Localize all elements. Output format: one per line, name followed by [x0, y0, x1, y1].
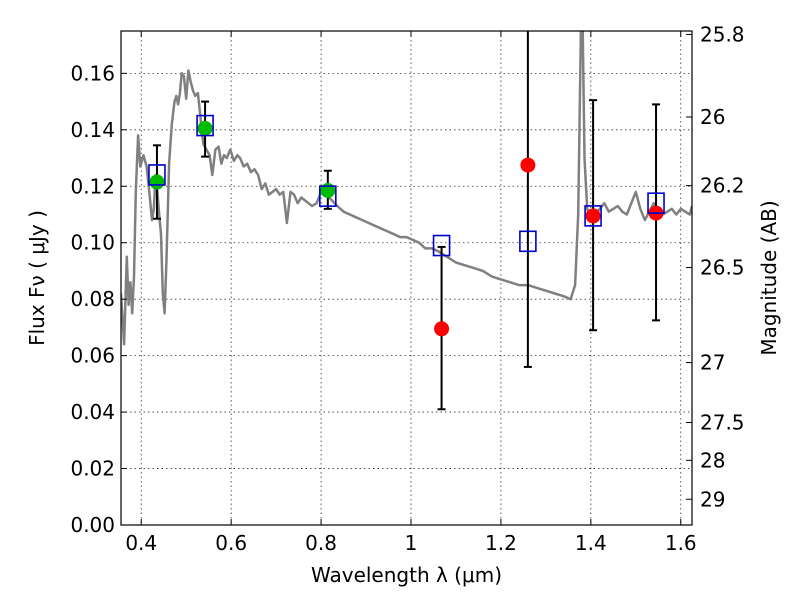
y-tick-label: 0.14: [70, 118, 115, 142]
photometry-point: [585, 208, 601, 224]
x-tick-label: 0.6: [215, 531, 247, 555]
y-tick-label: 0.12: [70, 174, 115, 198]
y-axis-label: Flux Fν ( μJy ): [25, 210, 49, 346]
mag-tick-label: 26.5: [700, 256, 745, 280]
x-axis-label: Wavelength λ (μm): [311, 563, 502, 587]
mag-tick-label: 26: [700, 105, 725, 129]
photometry-point: [520, 157, 536, 173]
grid-layer: [121, 31, 692, 525]
x-tick-label: 0.4: [125, 531, 157, 555]
mag-tick-label: 27: [700, 351, 725, 375]
y2-axis-label: Magnitude (AB): [757, 200, 781, 355]
points-layer: [149, 120, 664, 337]
mag-tick-label: 26.2: [700, 174, 745, 198]
model-flux-box: [196, 114, 214, 137]
y-tick-label: 0.16: [70, 61, 115, 85]
y-tick-label: 0.00: [70, 513, 115, 537]
y-tick-label: 0.02: [70, 457, 115, 481]
mag-tick-label: 25.8: [700, 22, 745, 46]
x-tick-label: 1: [405, 531, 418, 555]
mag-tick-label: 28: [700, 448, 725, 472]
photometry-point: [149, 174, 165, 190]
photometry-point: [434, 321, 450, 337]
mag-tick-label: 27.5: [700, 411, 745, 435]
tick-layer: 0.4 0.6 0.8 1 1.2 1.4 1.6 0.00 0.02 0.04 0.06 0.08 0…: [70, 22, 744, 555]
model-flux-box: [519, 230, 537, 253]
x-tick-label: 1.6: [665, 531, 697, 555]
y-tick-label: 0.10: [70, 231, 115, 255]
model-flux-box: [319, 185, 337, 207]
box-layer: [148, 114, 665, 257]
x-tick-label: 1.4: [575, 531, 607, 555]
y-tick-label: 0.04: [70, 400, 115, 424]
model-flux-box: [647, 192, 665, 214]
model-flux-box: [584, 205, 602, 227]
y-tick-label: 0.06: [70, 344, 115, 368]
photometry-point: [320, 182, 336, 198]
x-tick-label: 0.8: [305, 531, 337, 555]
x-tick-label: 1.2: [485, 531, 517, 555]
mag-tick-label: 29: [700, 487, 725, 511]
plot-frame: [120, 30, 693, 526]
photometry-point: [197, 120, 213, 136]
model-flux-box: [148, 164, 166, 186]
model-flux-box: [432, 234, 451, 257]
y-tick-label: 0.08: [70, 287, 115, 311]
